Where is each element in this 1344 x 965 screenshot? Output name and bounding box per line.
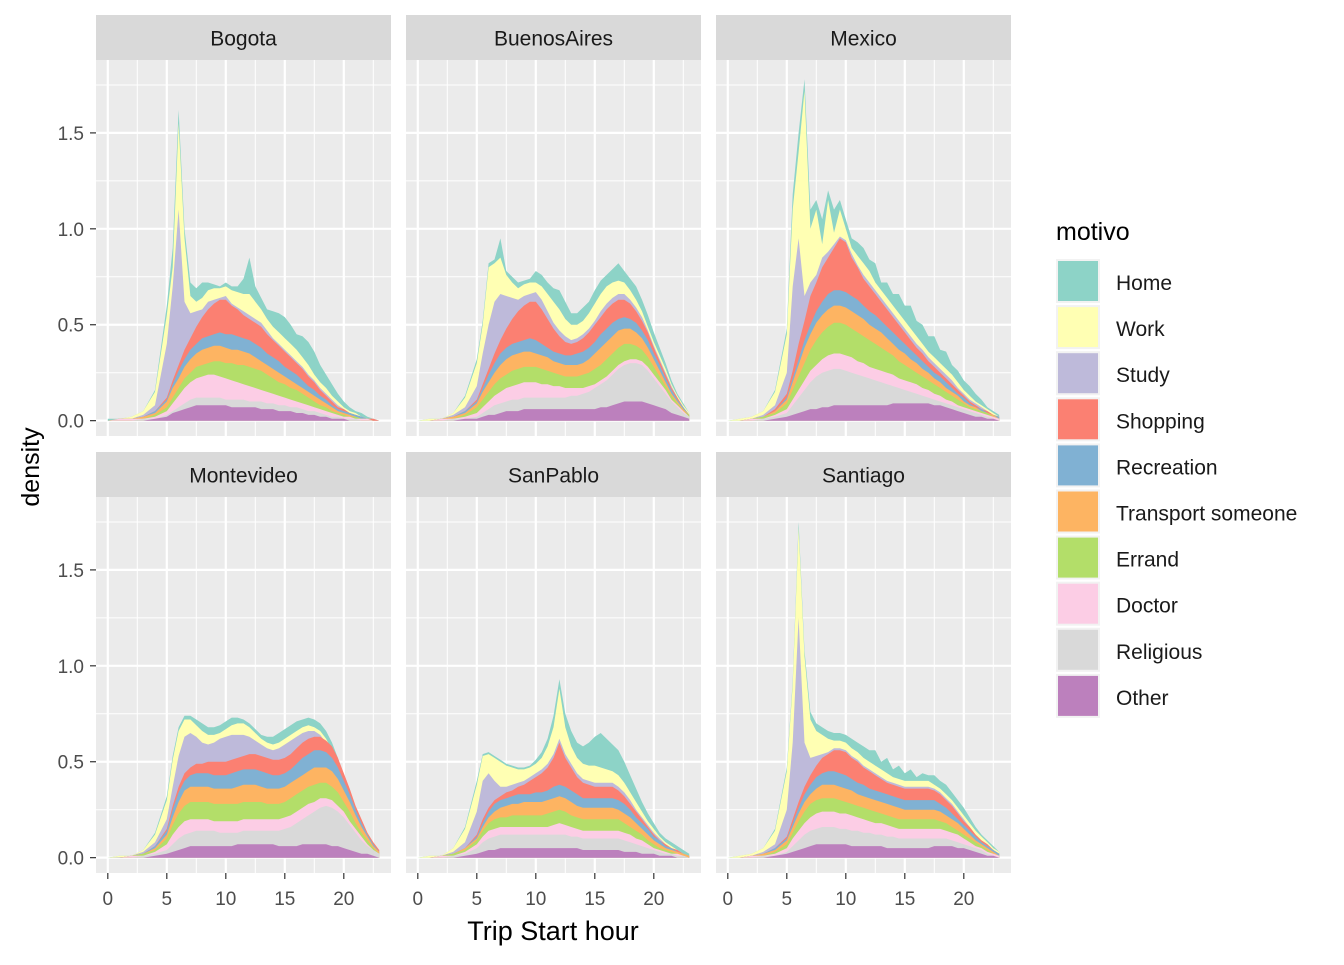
panel-buenosaires: BuenosAires xyxy=(406,15,701,436)
legend-swatch xyxy=(1058,353,1098,394)
legend: motivo Home Work Study Shopping Recreation Tra… xyxy=(1056,218,1297,718)
y-tick-label: 1.5 xyxy=(58,561,84,582)
facet-strip xyxy=(716,452,1011,497)
area-other xyxy=(727,403,1000,421)
legend-label: Shopping xyxy=(1116,410,1205,433)
stacked-areas xyxy=(417,679,690,858)
facet-strip xyxy=(406,15,701,60)
x-tick-label: 0 xyxy=(103,889,114,910)
legend-label: Transport someone xyxy=(1116,503,1297,526)
area-other xyxy=(417,401,690,421)
y-tick-label: 0.0 xyxy=(58,849,84,870)
panel-bogota: Bogota 0.0 0.5 1.0 1.5 xyxy=(58,15,391,436)
legend-item: Religious xyxy=(1056,627,1202,672)
panel-montevideo: Montevideo 0.0 0.5 1.0 1.5 0 5 10 15 20 xyxy=(58,452,391,910)
x-tick-label: 15 xyxy=(584,889,605,910)
area-other xyxy=(417,848,690,858)
panel-mexico: Mexico xyxy=(716,15,1011,436)
facet-strip-label: Bogota xyxy=(210,28,277,51)
x-tick-label: 20 xyxy=(953,889,974,910)
legend-label: Religious xyxy=(1116,641,1202,664)
legend-item: Study xyxy=(1056,351,1170,396)
legend-item: Recreation xyxy=(1056,443,1218,488)
x-tick-label: 5 xyxy=(782,889,793,910)
stacked-areas xyxy=(107,109,380,421)
x-tick-label: 20 xyxy=(333,889,354,910)
x-tick-label: 0 xyxy=(723,889,734,910)
legend-title: motivo xyxy=(1056,218,1130,246)
legend-label: Errand xyxy=(1116,549,1179,572)
x-tick-label: 5 xyxy=(472,889,483,910)
legend-label: Recreation xyxy=(1116,456,1218,479)
y-tick-label: 0.5 xyxy=(58,316,84,337)
facet-strip xyxy=(96,15,391,60)
legend-item: Transport someone xyxy=(1056,489,1297,534)
legend-swatch xyxy=(1058,399,1098,440)
legend-swatch xyxy=(1058,261,1098,301)
legend-swatch xyxy=(1058,537,1098,578)
legend-label: Home xyxy=(1116,272,1172,295)
x-tick-label: 15 xyxy=(274,889,295,910)
legend-label: Study xyxy=(1116,364,1170,387)
y-tick-label: 1.0 xyxy=(58,220,84,241)
area-other xyxy=(107,405,380,421)
legend-swatch xyxy=(1058,307,1098,348)
area-other xyxy=(727,844,1000,858)
x-axis-title: Trip Start hour xyxy=(467,916,639,946)
legend-label: Work xyxy=(1116,318,1165,341)
y-tick-label: 1.5 xyxy=(58,124,84,145)
legend-item: Doctor xyxy=(1056,581,1178,626)
legend-item: Home xyxy=(1056,259,1172,303)
facet-strip-label: Montevideo xyxy=(189,465,298,488)
legend-swatch xyxy=(1058,445,1098,486)
legend-swatch xyxy=(1058,675,1098,716)
facet-strip-label: Santiago xyxy=(822,465,905,488)
y-axis-title: density xyxy=(17,427,45,507)
legend-swatch xyxy=(1058,629,1098,670)
legend-swatch xyxy=(1058,583,1098,624)
facet-strip-label: SanPablo xyxy=(508,465,599,488)
facet-strip-label: Mexico xyxy=(830,28,897,51)
stacked-areas xyxy=(417,238,690,421)
y-tick-label: 1.0 xyxy=(58,657,84,678)
legend-label: Other xyxy=(1116,687,1169,710)
legend-item: Work xyxy=(1056,305,1165,350)
x-tick-label: 15 xyxy=(894,889,915,910)
x-tick-label: 10 xyxy=(215,889,236,910)
facet-strip xyxy=(96,452,391,497)
stacked-areas xyxy=(727,79,1000,421)
legend-item: Shopping xyxy=(1056,397,1205,442)
y-tick-label: 0.5 xyxy=(58,753,84,774)
stacked-areas xyxy=(727,521,1000,858)
stacked-areas xyxy=(107,715,380,858)
legend-item: Errand xyxy=(1056,535,1179,580)
x-tick-label: 10 xyxy=(525,889,546,910)
facet-strip xyxy=(716,15,1011,60)
panel-sanpablo: SanPablo 0 5 10 15 20 xyxy=(406,452,701,910)
x-tick-label: 5 xyxy=(162,889,173,910)
facet-strip xyxy=(406,452,701,497)
legend-label: Doctor xyxy=(1116,595,1178,618)
x-tick-label: 10 xyxy=(835,889,856,910)
x-tick-label: 0 xyxy=(413,889,424,910)
x-tick-label: 20 xyxy=(643,889,664,910)
legend-swatch xyxy=(1058,491,1098,532)
facet-strip-label: BuenosAires xyxy=(494,28,613,51)
area-other xyxy=(107,844,380,858)
y-tick-label: 0.0 xyxy=(58,412,84,433)
panel-santiago: Santiago 0 5 10 15 20 xyxy=(716,452,1011,910)
legend-item: Other xyxy=(1056,673,1169,718)
